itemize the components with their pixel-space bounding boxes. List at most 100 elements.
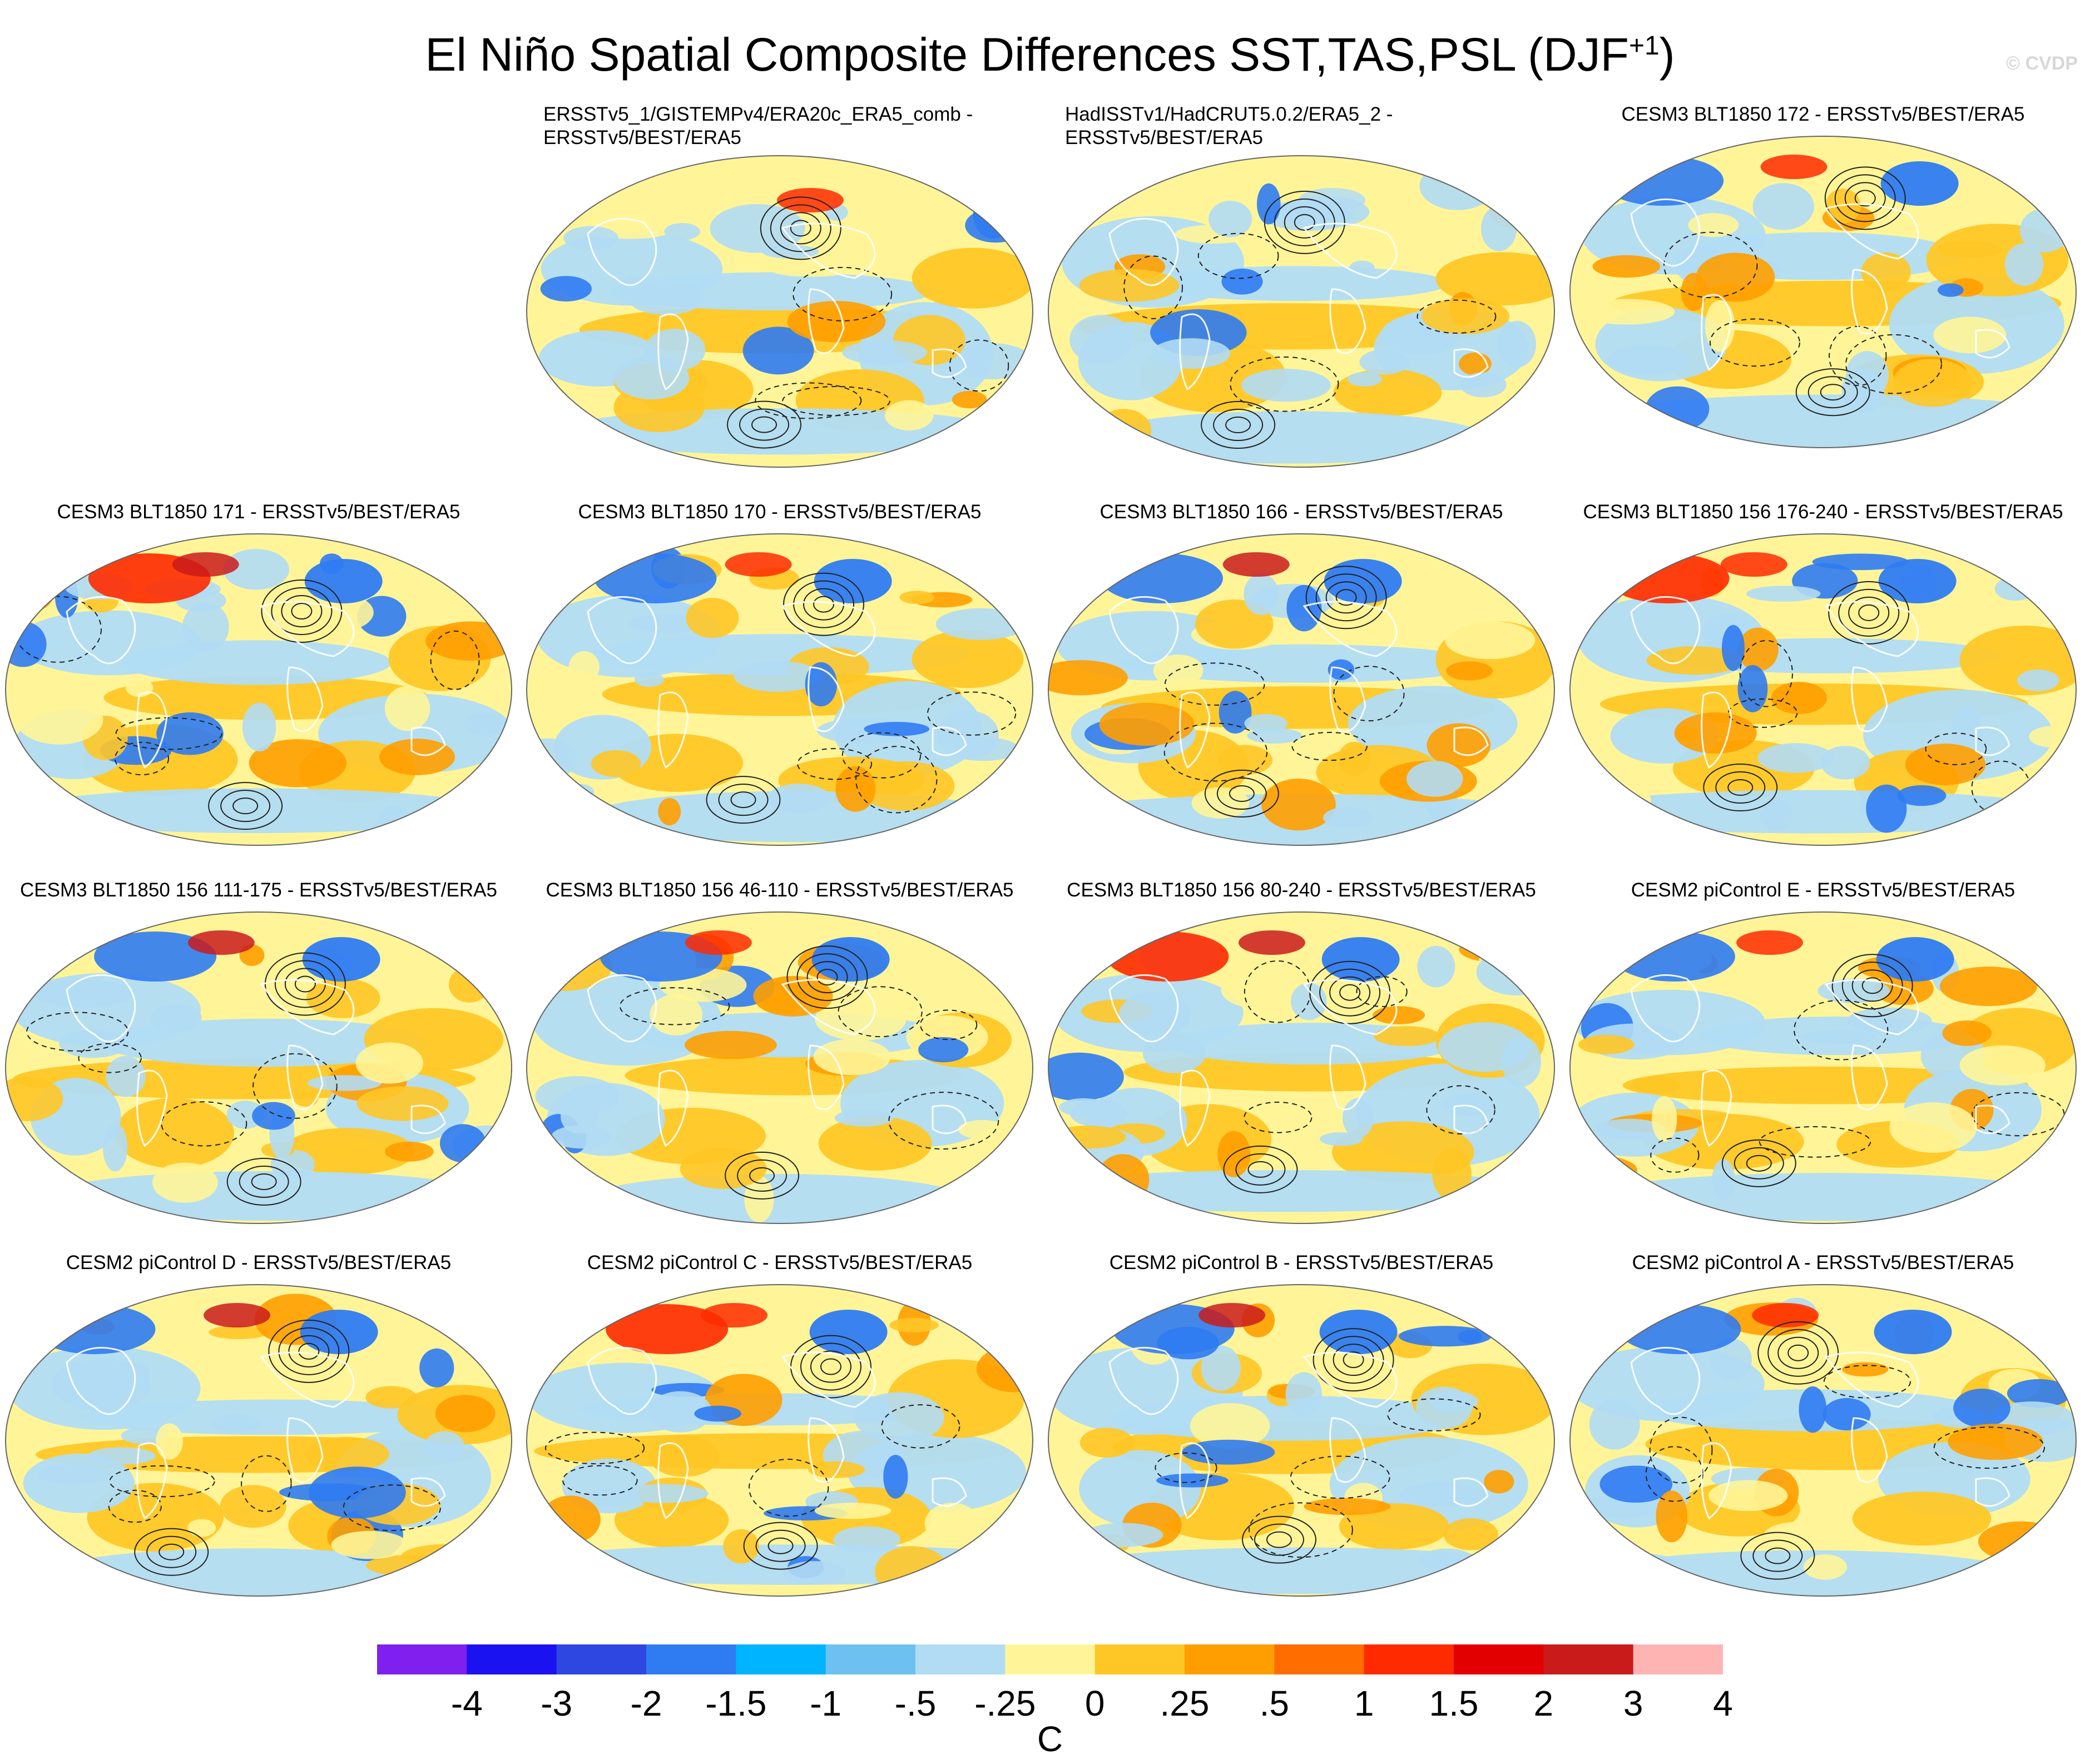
anomaly-region — [464, 713, 506, 736]
panel-title: CESM3 BLT1850 171 - ERSSTv5/BEST/ERA5 — [57, 501, 460, 523]
anomaly-region — [33, 979, 134, 1008]
anomaly-region — [1771, 682, 1827, 714]
anomaly-region — [842, 340, 928, 365]
anomaly-region — [694, 1405, 741, 1422]
coastline — [657, 691, 689, 769]
anomaly-region — [439, 1124, 486, 1163]
anomaly-region — [1059, 1098, 1108, 1117]
anomaly-region — [1420, 1548, 1474, 1573]
anomaly-region — [1594, 1118, 1665, 1141]
psl-contour — [1241, 1515, 1316, 1564]
psl-contour — [725, 1151, 800, 1200]
anomaly-region — [1247, 727, 1302, 744]
coastline — [260, 1351, 355, 1408]
coastline — [1302, 222, 1398, 279]
anomaly-region — [1182, 1439, 1275, 1465]
map-panel: CESM3 BLT1850 166 - ERSSTv5/BEST/ERA5 — [1043, 501, 1560, 868]
psl-contour — [1339, 984, 1361, 1001]
coastline — [136, 1069, 168, 1147]
anomaly-region — [1190, 1403, 1270, 1449]
anomaly-region — [952, 390, 987, 409]
anomaly-region — [1674, 712, 1757, 754]
psl-contour-negative — [1759, 1126, 1871, 1158]
colorbar-tick-label: -.5 — [894, 1683, 937, 1723]
anomaly-region — [1427, 723, 1491, 767]
colorbar-tick-label: 1 — [1354, 1683, 1374, 1723]
map-border — [526, 1284, 1033, 1597]
anomaly-region — [1710, 1338, 1752, 1381]
anomaly-region — [482, 554, 507, 577]
psl-contour-negative — [1197, 232, 1279, 279]
anomaly-region — [742, 326, 814, 375]
map-panel: CESM3 BLT1850 171 - ERSSTv5/BEST/ERA5 — [0, 501, 517, 868]
psl-contour — [1274, 198, 1335, 246]
psl-contour-negative — [115, 717, 222, 750]
anomaly-region — [94, 931, 217, 982]
psl-contour-negative — [1739, 640, 1793, 707]
anomaly-region — [1373, 1006, 1425, 1024]
colorbar-swatch — [1364, 1644, 1454, 1674]
anomaly-region — [1257, 183, 1281, 225]
anomaly-region — [1244, 713, 1287, 733]
anomaly-region — [156, 1423, 183, 1460]
anomaly-region — [614, 1493, 729, 1548]
anomaly-region — [1578, 1034, 1635, 1054]
anomaly-region — [552, 393, 611, 414]
psl-contour — [727, 400, 802, 449]
anomaly-region — [1896, 785, 1947, 806]
colorbar-swatch — [556, 1644, 647, 1674]
psl-contour — [718, 784, 769, 816]
coastline — [410, 1104, 446, 1134]
psl-contour — [1703, 764, 1778, 812]
anomaly-region — [1238, 930, 1305, 955]
anomaly-region — [1048, 660, 1128, 696]
anomaly-region — [309, 1466, 406, 1519]
anomaly-region — [1484, 1470, 1514, 1494]
coastline — [1453, 726, 1489, 756]
anomaly-region — [1094, 411, 1486, 464]
global-map — [526, 911, 1033, 1224]
anomaly-region — [281, 1128, 415, 1175]
map-panel: CESM2 piControl C - ERSSTv5/BEST/ERA5 — [521, 1251, 1038, 1618]
psl-contour — [1834, 174, 1896, 222]
psl-contour — [1858, 604, 1880, 621]
anomaly-region — [1800, 1030, 1877, 1044]
anomaly-region — [1752, 183, 1815, 230]
anomaly-region — [116, 1362, 150, 1381]
anomaly-region — [1417, 945, 1455, 988]
anomaly-region — [223, 549, 290, 590]
anomaly-region — [1343, 1098, 1374, 1138]
anomaly-region — [1760, 155, 1827, 179]
map-border — [1048, 155, 1555, 468]
coastline — [781, 1351, 876, 1408]
anomaly-region — [770, 262, 853, 277]
anomaly-region — [1349, 260, 1375, 275]
anomaly-region — [1151, 338, 1231, 369]
psl-contour — [232, 797, 259, 815]
colorbar-tick-label: 2 — [1533, 1683, 1554, 1723]
psl-contour — [749, 1167, 775, 1184]
map-border — [1048, 911, 1555, 1224]
psl-contour-negative — [114, 741, 170, 776]
anomaly-region — [701, 1303, 768, 1327]
anomaly-region — [1069, 315, 1132, 365]
coastline — [932, 1104, 967, 1134]
anomaly-region — [563, 226, 619, 250]
anomaly-region — [648, 1391, 712, 1433]
anomaly-region — [1415, 1386, 1472, 1429]
anomaly-region — [1079, 1428, 1134, 1458]
anomaly-region — [356, 1086, 449, 1121]
anomaly-region — [1328, 659, 1355, 680]
psl-contour — [743, 1522, 818, 1570]
anomaly-region — [1825, 189, 1861, 224]
map-border — [1048, 1284, 1555, 1597]
psl-contour-negative — [1649, 1416, 1713, 1484]
global-map — [5, 1284, 512, 1597]
psl-contour — [755, 1529, 806, 1562]
coastline — [1179, 1069, 1211, 1147]
psl-contour-negative — [108, 1489, 162, 1523]
anomaly-region — [833, 1526, 900, 1553]
anomaly-region — [1720, 552, 1787, 577]
anomaly-region — [1646, 646, 1744, 675]
psl-contour — [1765, 1547, 1791, 1564]
